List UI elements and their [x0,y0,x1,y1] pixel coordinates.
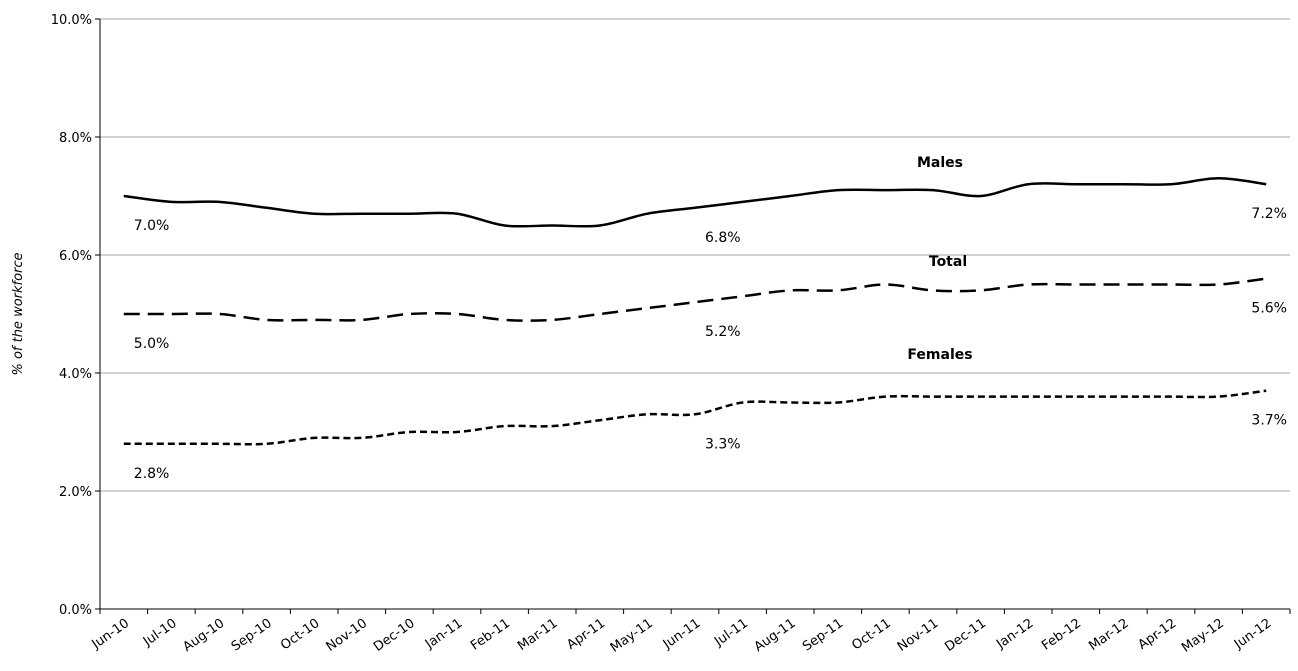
x-tick-label: Oct-11 [849,616,893,653]
x-tick-label: Mar-12 [1086,616,1131,654]
x-tick-label: Jan-12 [993,616,1036,653]
x-tick-label: Jun-11 [660,616,703,653]
data-label: 5.2% [705,324,741,340]
x-tick-label: Oct-10 [278,616,322,653]
y-tick-label: 0.0% [59,603,92,618]
x-tick-label: Apr-11 [564,616,608,653]
y-tick-label: 2.0% [59,485,92,500]
x-tick-label: Sep-11 [800,616,846,655]
x-tick-label: Aug-11 [752,616,799,655]
x-tick-label: Mar-11 [515,616,560,654]
series-name: Females [907,347,972,363]
x-tick-label: Nov-11 [895,616,942,655]
y-tick-label: 6.0% [59,249,92,264]
series-name: Males [917,155,963,171]
x-tick-label: Feb-11 [468,616,513,654]
x-tick-label: Dec-10 [371,616,418,655]
series-line [123,177,1267,228]
x-tick-label: Apr-12 [1136,616,1180,653]
x-tick-label: Jun-10 [89,616,132,653]
x-tick-label: May-11 [608,616,656,656]
x-tick-label: Nov-10 [324,616,371,655]
data-label: 6.8% [705,230,741,246]
data-label: 7.2% [1251,206,1287,222]
data-label: 2.8% [134,466,170,482]
series-line [123,277,1267,322]
x-tick-label: Jun-12 [1231,616,1274,653]
x-tick-label: Aug-10 [180,616,227,655]
y-tick-label: 8.0% [59,131,92,146]
series-name: Total [929,254,967,270]
x-tick-label: Jul-11 [711,616,751,650]
y-tick-label: 10.0% [51,13,92,28]
x-tick-label: Sep-10 [229,616,275,655]
x-tick-label: Jul-10 [140,616,180,650]
data-label: 3.7% [1251,413,1287,429]
x-tick-label: May-12 [1179,616,1227,656]
data-label: 7.0% [134,218,170,234]
x-tick-label: Jan-11 [422,616,465,653]
data-label: 5.0% [134,336,170,352]
data-label: 5.6% [1251,301,1287,317]
data-label: 3.3% [705,436,741,452]
series-line [123,389,1267,446]
x-tick-label: Feb-12 [1039,616,1084,654]
x-tick-label: Dec-11 [942,616,989,655]
y-axis-title: % of the workforce [11,252,26,375]
y-tick-label: 4.0% [59,367,92,382]
